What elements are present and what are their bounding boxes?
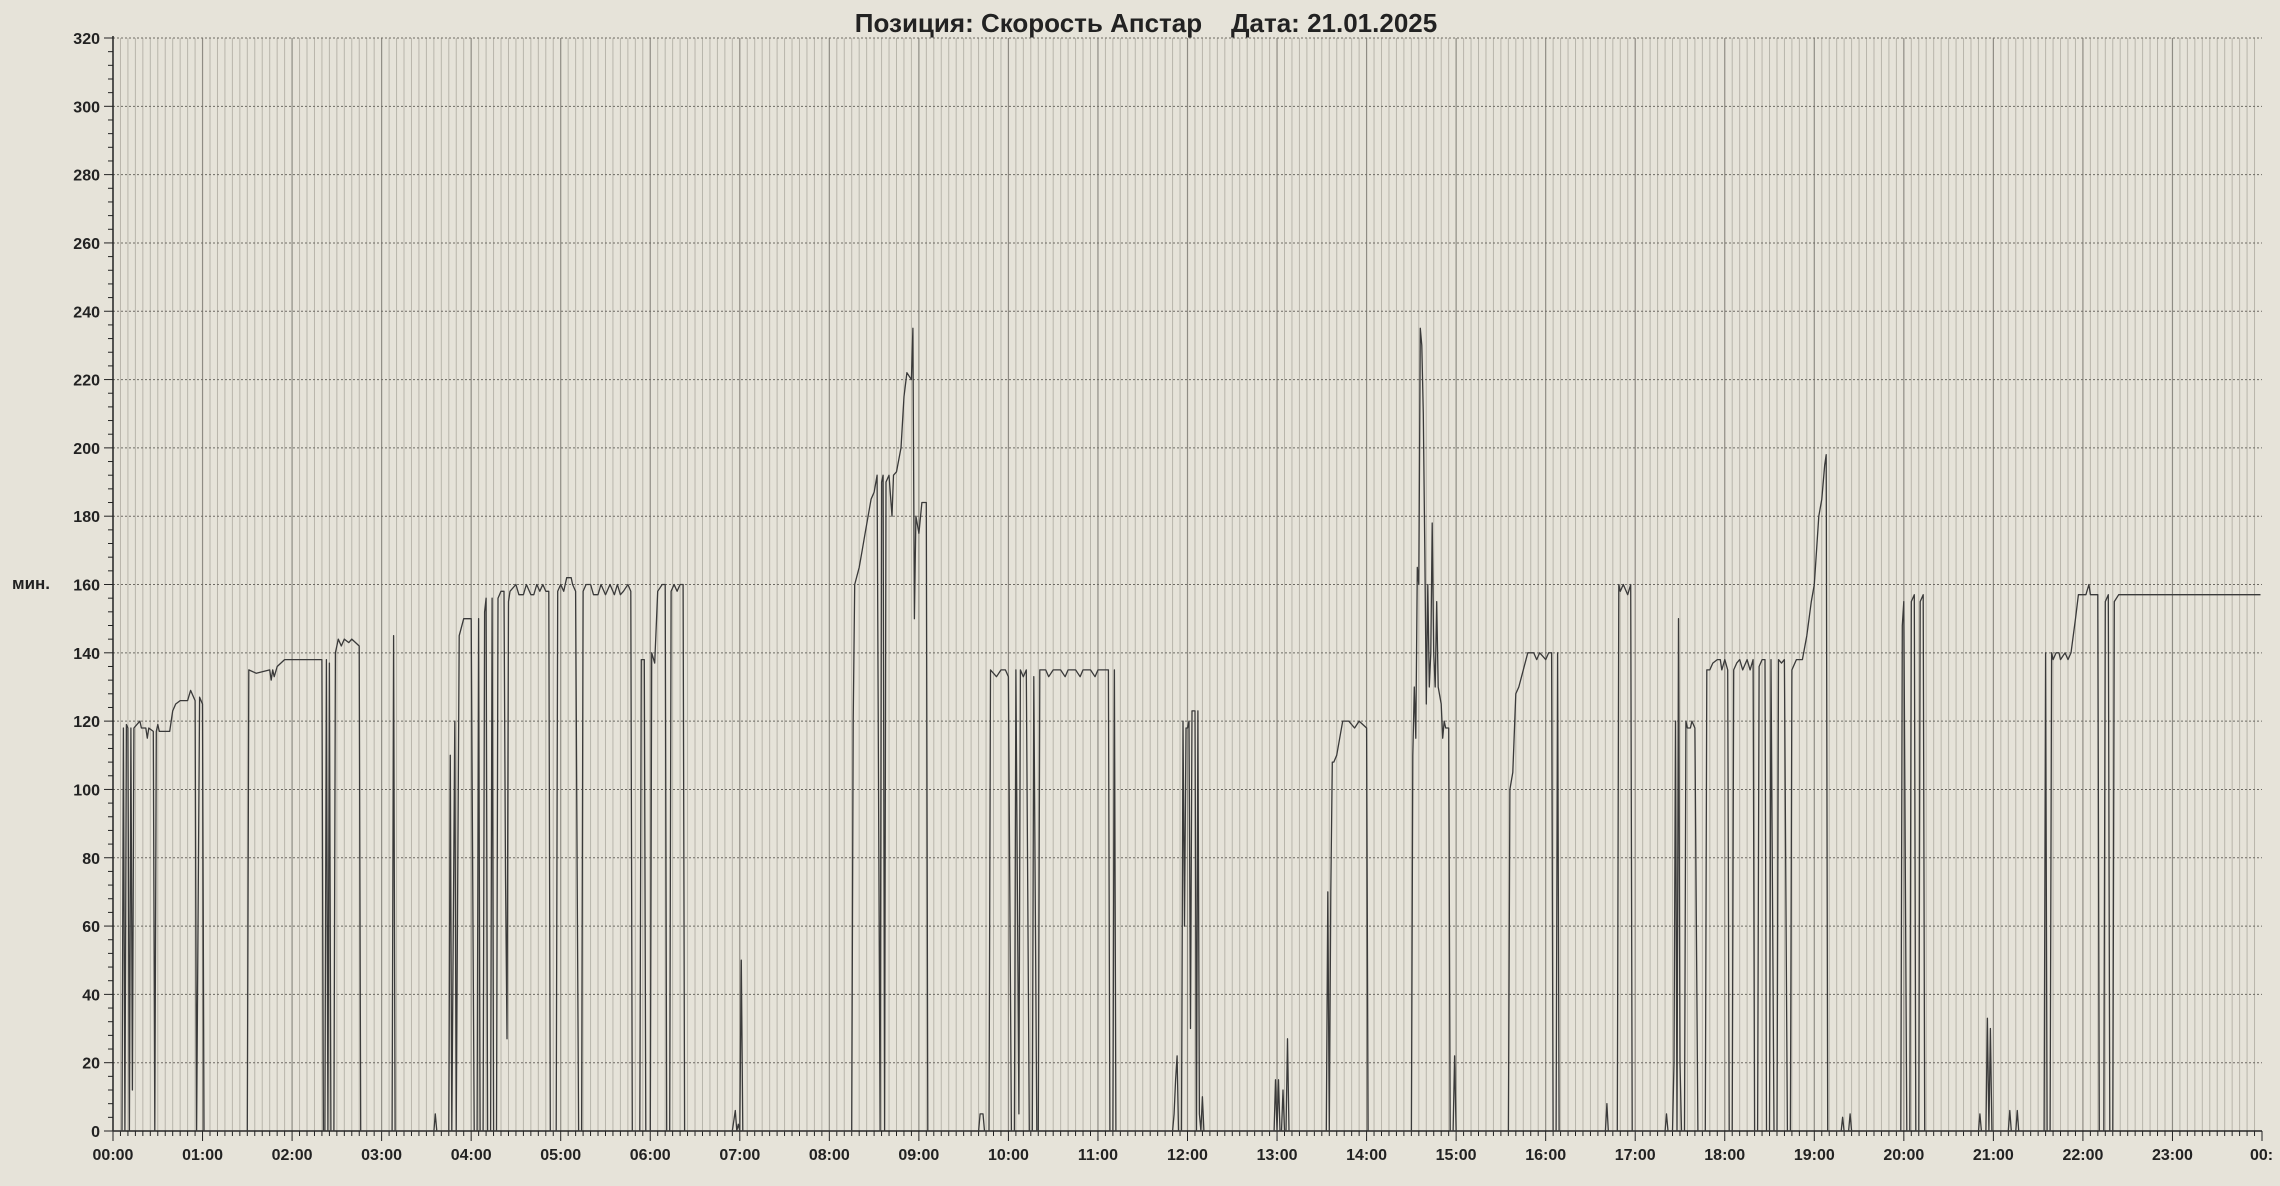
x-tick-label: 08:00 xyxy=(809,1147,850,1164)
y-tick-label: 60 xyxy=(82,919,100,936)
y-tick-label: 320 xyxy=(73,31,100,48)
x-tick-label: 23:00 xyxy=(2152,1147,2193,1164)
y-tick-label: 80 xyxy=(82,851,100,868)
x-tick-label: 06:00 xyxy=(630,1147,671,1164)
x-tick-label: 05:00 xyxy=(540,1147,581,1164)
y-tick-label: 220 xyxy=(73,373,100,390)
chart-title: Позиция: Скорость Апстар Дата: 21.01.202… xyxy=(855,8,1437,38)
series-layer xyxy=(113,327,2261,1132)
x-tick-label: 15:00 xyxy=(1436,1147,1477,1164)
y-tick-label: 240 xyxy=(73,304,100,321)
x-tick-label: 12:00 xyxy=(1167,1147,1208,1164)
x-tick-label: 20:00 xyxy=(1883,1147,1924,1164)
y-tick-label: 140 xyxy=(73,646,100,663)
x-tick-label: 21:00 xyxy=(1973,1147,2014,1164)
y-tick-label: 280 xyxy=(73,168,100,185)
x-tick-label: 02:00 xyxy=(272,1147,313,1164)
y-axis-ticks: 0 20 40 60 80 100 120 140 160 180 200 220 240 260 280 3… xyxy=(73,31,113,1141)
x-tick-label: 01:00 xyxy=(182,1147,223,1164)
x-tick-label: 19:00 xyxy=(1794,1147,1835,1164)
y-tick-label: 0 xyxy=(91,1124,100,1141)
y-axis-unit-label: мин. xyxy=(12,574,50,593)
y-tick-label: 20 xyxy=(82,1056,100,1073)
x-tick-label: 03:00 xyxy=(361,1147,402,1164)
x-tick-label: 13:00 xyxy=(1257,1147,1298,1164)
y-tick-label: 120 xyxy=(73,714,100,731)
x-tick-label: 04:00 xyxy=(451,1147,492,1164)
y-tick-label: 180 xyxy=(73,509,100,526)
x-tick-label: 14:00 xyxy=(1346,1147,1387,1164)
y-tick-label: 200 xyxy=(73,441,100,458)
series-line xyxy=(113,327,2261,1132)
x-tick-label: 17:00 xyxy=(1615,1147,1656,1164)
y-tick-label: 40 xyxy=(82,987,100,1004)
x-axis-ticks: 00:00 01:00 02:00 03:00 04:00 05:00 06:00 07:00… xyxy=(93,1131,2273,1164)
x-tick-label: 07:00 xyxy=(719,1147,760,1164)
x-tick-label: 18:00 xyxy=(1704,1147,1745,1164)
x-tick-label: 00:00 xyxy=(93,1147,134,1164)
x-tick-label: 16:00 xyxy=(1525,1147,1566,1164)
major-grid xyxy=(113,37,2262,1131)
x-tick-label: 10:00 xyxy=(988,1147,1029,1164)
y-tick-label: 300 xyxy=(73,99,100,116)
y-tick-label: 160 xyxy=(73,578,100,595)
x-tick-label: 09:00 xyxy=(898,1147,939,1164)
x-tick-label: 00: xyxy=(2250,1147,2273,1164)
y-tick-label: 260 xyxy=(73,236,100,253)
x-tick-label: 11:00 xyxy=(1078,1147,1118,1164)
x-tick-label: 22:00 xyxy=(2062,1147,2103,1164)
y-tick-label: 100 xyxy=(73,782,100,799)
